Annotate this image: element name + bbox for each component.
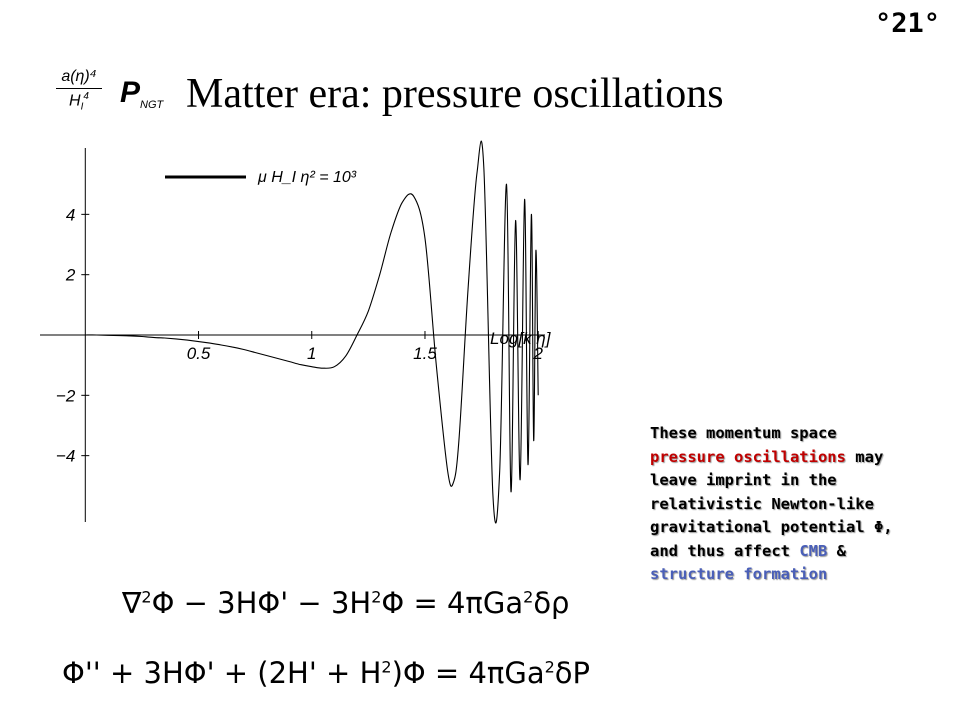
p-ngt-symbol: PNGT bbox=[120, 76, 163, 111]
legend-label: μ H_I η² = 10³ bbox=[257, 169, 357, 186]
potential-evolution-equation: Φ'' + 3HΦ' + (2H' + H2)Φ = 4πGa2δP bbox=[62, 656, 590, 690]
eq1-sup: 2 bbox=[371, 587, 382, 607]
p-symbol-main: P bbox=[120, 76, 141, 109]
eq2-part: )Φ = 4πGa bbox=[391, 656, 545, 690]
prefactor-denominator: HI4 bbox=[56, 89, 102, 113]
eq2-sup: 2 bbox=[544, 657, 555, 677]
poisson-equation: ∇2Φ − 3HΦ' − 3H2Φ = 4πGa2δρ bbox=[122, 586, 569, 620]
note-line: structure formation bbox=[650, 563, 950, 587]
title-prefactor-fraction: a(η)⁴ HI4 bbox=[56, 68, 102, 113]
note-line: pressure oscillations may bbox=[650, 446, 950, 470]
note-line: leave imprint in the bbox=[650, 471, 837, 489]
plot-axes bbox=[40, 148, 545, 522]
eq1-sup: 2 bbox=[141, 587, 152, 607]
note-highlight-red: pressure oscillations bbox=[650, 447, 846, 466]
note-highlight-blue: CMB bbox=[799, 541, 828, 560]
eq2-sup: 2 bbox=[381, 657, 392, 677]
x-tick-label: 1 bbox=[307, 344, 316, 363]
prefactor-denominator-sup: 4 bbox=[83, 91, 89, 102]
y-tick-label: 2 bbox=[65, 266, 76, 285]
p-symbol-sub: NGT bbox=[140, 99, 164, 111]
prefactor-denominator-sub: I bbox=[80, 101, 84, 113]
annotation-note: These momentum space pressure oscillatio… bbox=[650, 422, 950, 587]
y-tick-label: −4 bbox=[56, 447, 75, 466]
pressure-plot: 0.5 1 1.5 2−4−224 μ H_I η² = 10³ Log[k η] bbox=[40, 140, 552, 524]
plot-ticks: 0.5 1 1.5 2−4−224 bbox=[56, 205, 544, 465]
eq2-part: Φ'' + 3HΦ' + (2H' + H bbox=[62, 656, 382, 690]
note-text: & bbox=[827, 541, 846, 560]
x-axis-label: Log[k η] bbox=[490, 329, 552, 348]
slide-number: °21° bbox=[874, 8, 940, 39]
note-text: may bbox=[845, 447, 884, 466]
slide-title: Matter era: pressure oscillations bbox=[186, 71, 724, 117]
note-highlight-blue: structure formation bbox=[650, 565, 828, 583]
x-tick-label: 0.5 bbox=[187, 344, 211, 363]
eq1-part: δρ bbox=[533, 586, 570, 620]
note-line: gravitational potential Φ, bbox=[650, 518, 893, 536]
note-line: relativistic Newton-like bbox=[650, 494, 874, 513]
prefactor-denominator-base: H bbox=[69, 92, 81, 110]
eq2-part: δP bbox=[554, 656, 591, 690]
eq1-sup: 2 bbox=[523, 587, 534, 607]
note-line: and thus affect CMB & bbox=[650, 540, 950, 564]
pressure-curve bbox=[85, 140, 539, 524]
note-line: These momentum space bbox=[650, 424, 837, 442]
note-text: and thus affect bbox=[650, 541, 800, 560]
eq1-part: Φ − 3HΦ' − 3H bbox=[151, 586, 372, 620]
eq1-part: Φ = 4πGa bbox=[381, 586, 524, 620]
y-tick-label: 4 bbox=[66, 205, 75, 224]
y-tick-label: −2 bbox=[56, 386, 76, 405]
x-tick-label: 1.5 bbox=[413, 344, 437, 363]
eq1-part: ∇ bbox=[122, 586, 142, 620]
prefactor-numerator: a(η)⁴ bbox=[56, 68, 102, 89]
